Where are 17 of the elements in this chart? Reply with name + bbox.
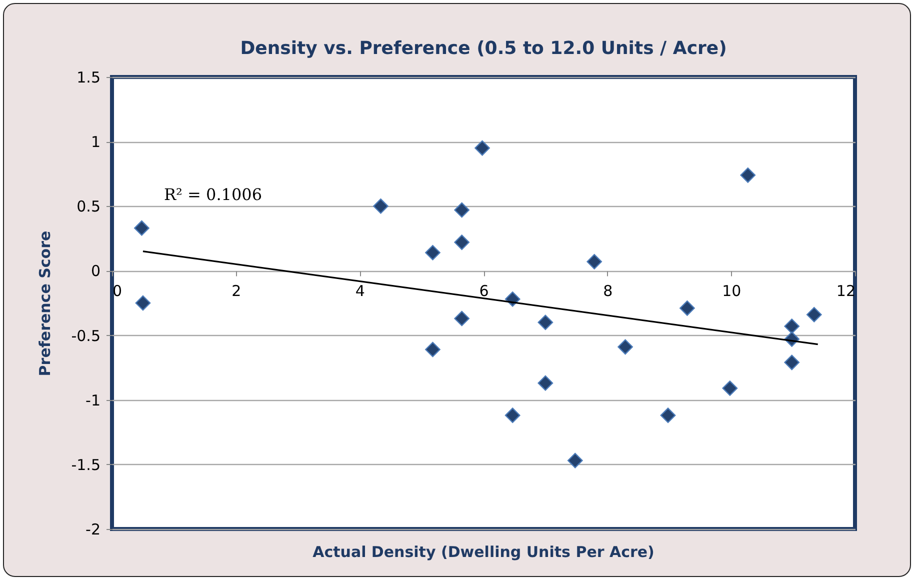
x-tick-label: 4 bbox=[355, 282, 365, 300]
x-tick-label: 2 bbox=[232, 282, 242, 300]
y-tick-label: -0.5 bbox=[71, 326, 100, 345]
annotation: R² = 0.1006 bbox=[164, 185, 262, 204]
y-tick-label: 0.5 bbox=[76, 198, 100, 216]
x-axis-title: Actual Density (Dwelling Units Per Acre) bbox=[312, 543, 654, 561]
x-tick-label: 10 bbox=[722, 282, 742, 300]
y-axis-title: Preference Score bbox=[36, 230, 54, 376]
chart-title: Density vs. Preference (0.5 to 12.0 Units / Acre) bbox=[240, 38, 727, 59]
y-tick-label: -2 bbox=[86, 520, 100, 538]
y-tick-label: 1 bbox=[90, 133, 100, 152]
y-tick-label: -1.5 bbox=[71, 456, 100, 474]
y-tick-label: 0 bbox=[90, 262, 100, 280]
x-tick-label: 8 bbox=[603, 282, 613, 300]
y-tick-label: 1.5 bbox=[76, 68, 100, 86]
x-tick-label: 6 bbox=[479, 282, 489, 300]
y-tick-label: -1 bbox=[86, 391, 100, 410]
